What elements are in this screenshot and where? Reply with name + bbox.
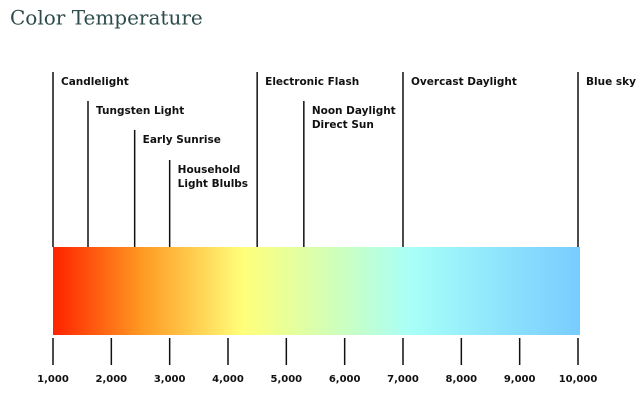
marker-label: Tungsten Light: [96, 105, 184, 117]
temperature-gradient: [53, 247, 580, 335]
x-tick-label: 1,000: [37, 374, 69, 385]
marker-label: Early Sunrise: [143, 134, 221, 146]
chart-title: Color Temperature: [10, 6, 203, 30]
x-tick-label: 9,000: [504, 374, 536, 385]
x-tick-label: 3,000: [154, 374, 186, 385]
x-tick-label: 5,000: [271, 374, 303, 385]
x-tick-label: 4,000: [212, 374, 244, 385]
marker-label: Blue sky: [586, 76, 636, 88]
marker-label: Candlelight: [61, 76, 129, 88]
x-tick-label: 8,000: [446, 374, 478, 385]
marker-label: Light Blulbs: [178, 178, 248, 190]
x-tick-label: 10,000: [559, 374, 598, 385]
marker-label: Direct Sun: [312, 119, 374, 131]
x-tick-label: 2,000: [96, 374, 128, 385]
marker-label: Noon Daylight: [312, 105, 396, 117]
x-tick-label: 7,000: [387, 374, 419, 385]
marker-label: Overcast Daylight: [411, 76, 517, 88]
marker-label: Household: [178, 164, 241, 176]
marker-label: Electronic Flash: [265, 76, 359, 88]
x-tick-label: 6,000: [329, 374, 361, 385]
